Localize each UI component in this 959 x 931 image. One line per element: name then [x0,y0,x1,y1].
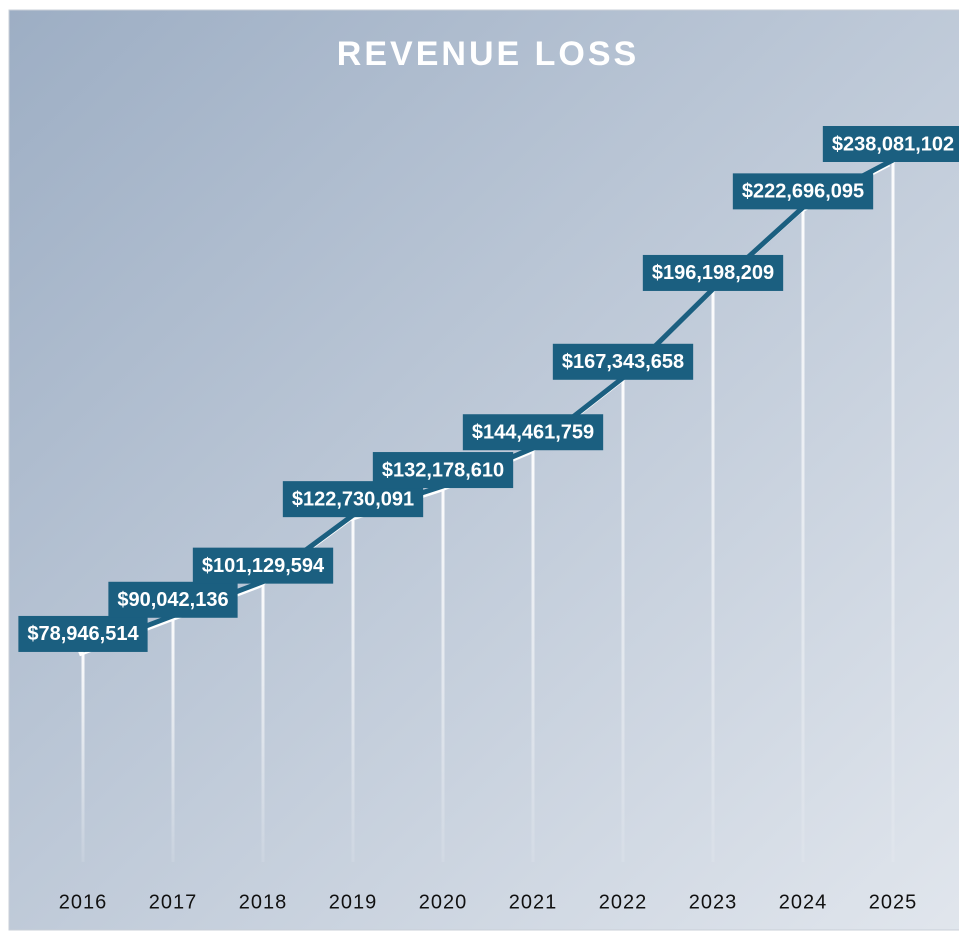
value-label: $222,696,095 [742,181,864,203]
x-tick-label: 2016 [59,891,108,913]
value-label-box [732,173,874,210]
chart-title: REVENUE LOSS [337,35,639,73]
x-tick-label: 2024 [779,891,828,913]
x-tick-label: 2018 [239,891,288,913]
x-tick-label: 2025 [869,891,918,913]
x-tick-label: 2023 [689,891,738,913]
value-label-box [18,615,148,652]
x-tick-label: 2019 [329,891,378,913]
drop-line [891,160,895,862]
value-label: $167,343,658 [562,351,684,373]
value-label-box [822,126,959,162]
value-label: $132,178,610 [382,459,504,481]
drop-line [261,581,265,862]
value-label-box [462,414,604,451]
value-label-box [108,581,238,618]
value-label-box [642,254,784,291]
drop-line [171,615,175,862]
drop-line [441,486,445,862]
x-tick-label: 2022 [599,891,648,913]
value-label: $122,730,091 [292,488,414,510]
x-tick-label: 2020 [419,891,468,913]
value-label: $101,129,594 [202,555,325,577]
value-label: $144,461,759 [472,422,594,444]
value-label: $78,946,514 [27,623,139,645]
drop-line [621,377,625,862]
value-label: $90,042,136 [117,589,228,611]
value-label: $238,081,102 [832,133,954,155]
value-label-box [192,547,334,584]
drop-line [531,448,535,862]
x-tick-label: 2021 [509,891,558,913]
drop-line [711,288,715,862]
drop-line [81,649,85,862]
x-tick-label: 2017 [149,891,198,913]
drop-line [801,207,805,863]
value-label-box [552,343,694,380]
value-label: $196,198,209 [652,262,774,284]
value-label-box [372,452,514,489]
drop-line [351,515,355,862]
